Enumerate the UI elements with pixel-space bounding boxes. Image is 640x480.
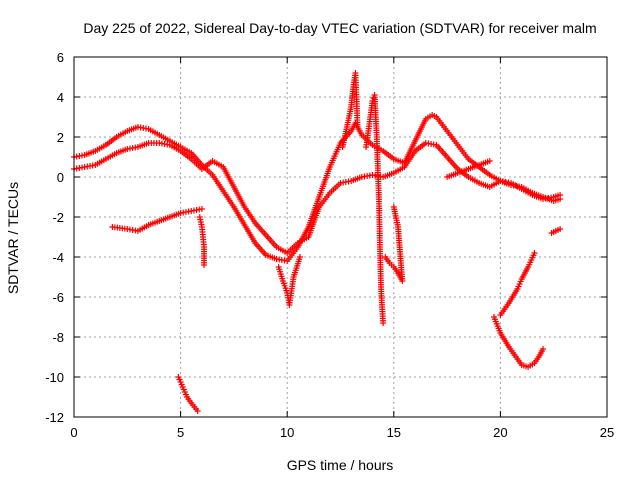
y-tick-label: 4	[57, 90, 64, 105]
y-tick-label: -6	[52, 290, 64, 305]
y-tick-label: -4	[52, 250, 64, 265]
series-dip-10h	[275, 254, 303, 308]
data-point	[486, 158, 493, 164]
x-tick-label: 25	[600, 425, 614, 440]
series-late-rise	[497, 250, 538, 318]
x-axis-label: GPS time / hours	[287, 457, 394, 473]
series-late-v	[491, 314, 547, 370]
series-spike-13h	[339, 70, 361, 150]
data-point	[540, 346, 547, 352]
series-end-fragment	[548, 226, 564, 236]
series-drop-6h	[196, 214, 208, 268]
y-tick-label: -2	[52, 210, 64, 225]
y-tick-label: -10	[45, 370, 64, 385]
y-tick-label: 0	[57, 170, 64, 185]
data-point	[296, 254, 303, 260]
data-point	[380, 320, 387, 326]
data-point	[354, 124, 361, 130]
series-diagonal-track	[109, 206, 205, 234]
grid-layer	[74, 57, 607, 417]
data-point	[557, 192, 564, 198]
x-tick-label: 20	[493, 425, 507, 440]
series-late-evening-track	[444, 158, 493, 180]
y-tick-label: -12	[45, 410, 64, 425]
series-early-low	[175, 374, 201, 414]
y-tick-label: -8	[52, 330, 64, 345]
data-point	[531, 250, 538, 256]
chart-title: Day 225 of 2022, Sidereal Day-to-day VTE…	[83, 20, 596, 36]
series-spike-14h	[363, 92, 387, 326]
x-tick-label: 5	[177, 425, 184, 440]
x-tick-label: 10	[280, 425, 294, 440]
data-point	[201, 262, 208, 268]
series-lower-track	[71, 140, 564, 256]
y-axis-label: SDTVAR / TECUs	[5, 182, 21, 294]
x-tick-label: 15	[387, 425, 401, 440]
data-point	[194, 408, 201, 414]
tick-layer: 0 5 10 15 20 25 -12 -10 -8 -6 -4 -2 0 2 4 6	[45, 50, 614, 440]
series-dip-15h	[382, 204, 406, 284]
data-point-interp	[370, 95, 377, 101]
y-tick-label: 6	[57, 50, 64, 65]
data-point	[390, 204, 397, 210]
data-point	[557, 226, 564, 232]
data-layer	[71, 70, 564, 414]
plot-frame	[73, 56, 608, 418]
y-tick-label: 2	[57, 130, 64, 145]
x-tick-label: 0	[70, 425, 77, 440]
data-point	[198, 206, 205, 212]
